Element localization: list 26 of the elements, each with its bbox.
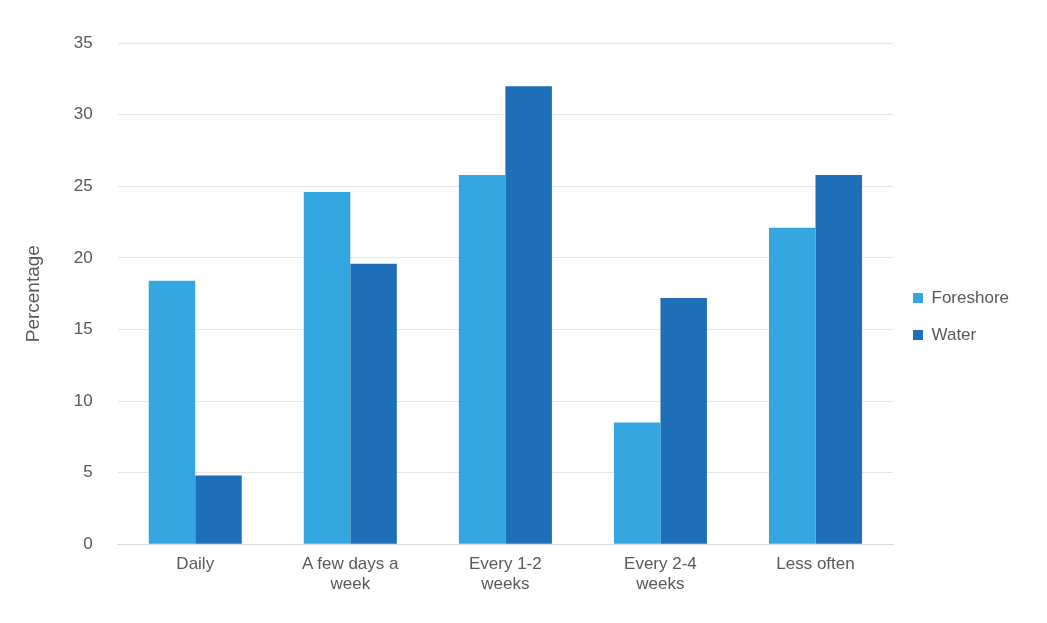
y-tick-label: 20	[73, 247, 93, 267]
bar	[195, 475, 242, 544]
x-tick-label: A few days a week	[302, 554, 400, 594]
y-axis-title: Percentage	[21, 245, 43, 343]
y-tick-label: 10	[73, 390, 93, 410]
bar	[458, 174, 506, 544]
bar	[613, 422, 661, 544]
y-tick-label: 15	[73, 319, 93, 339]
y-tick-label: 30	[73, 104, 93, 124]
x-tick-label: Less often	[776, 554, 855, 574]
bar	[660, 297, 707, 544]
y-tick-label: 25	[73, 176, 93, 196]
bar	[815, 174, 863, 544]
bar	[303, 192, 351, 544]
x-tick-label: Every 1-2 weeks	[468, 554, 542, 594]
bar	[505, 86, 552, 544]
legend-label: Foreshore	[931, 287, 1009, 307]
y-tick-label: 0	[83, 533, 93, 553]
x-tick-label: Every 2-4 weeks	[624, 554, 697, 594]
y-tick-label: 35	[73, 32, 93, 52]
bar	[350, 263, 397, 544]
bar	[768, 227, 816, 544]
y-tick-label: 5	[83, 462, 93, 482]
x-tick-label: Daily	[176, 554, 215, 574]
legend-label: Water	[931, 324, 977, 344]
bar	[148, 280, 196, 544]
